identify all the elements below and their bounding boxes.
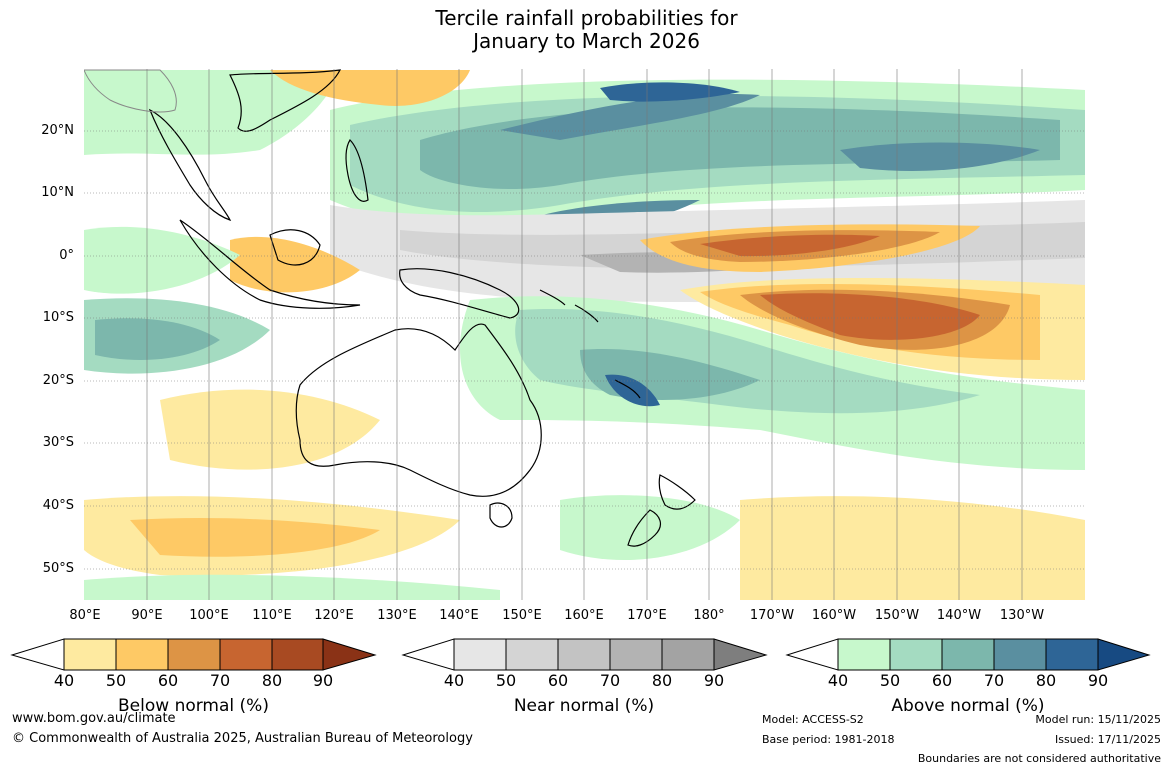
lon-label: 100°E xyxy=(189,608,229,623)
probability-field xyxy=(84,69,1085,600)
tick-label: 50 xyxy=(105,671,127,690)
issued-text: Issued: 17/11/2025 xyxy=(1054,733,1161,746)
above-normal-title: Above normal (%) xyxy=(891,696,1045,716)
lon-label: 130°W xyxy=(999,608,1045,623)
tick-label: 90 xyxy=(1087,671,1109,690)
chart-title-line2: January to March 2026 xyxy=(473,29,700,53)
tick-label: 90 xyxy=(703,671,725,690)
lat-label: 20°S xyxy=(42,373,74,388)
tick-label: 60 xyxy=(157,671,179,690)
colorbar-below-normal xyxy=(10,638,377,671)
lon-label: 110°E xyxy=(252,608,292,623)
tick-label: 70 xyxy=(599,671,621,690)
lon-label: 90°E xyxy=(131,608,163,623)
model-run-text: Model run: 15/11/2025 xyxy=(1035,713,1161,726)
copyright-text: © Commonwealth of Australia 2025, Austra… xyxy=(12,731,473,746)
tick-label: 40 xyxy=(443,671,465,690)
colorbar-near-normal xyxy=(401,638,768,671)
lat-label: 20°N xyxy=(41,123,74,138)
lat-label: 40°S xyxy=(42,498,74,513)
lat-label: 0° xyxy=(59,248,74,263)
lon-label: 170°W xyxy=(749,608,795,623)
tick-label: 60 xyxy=(931,671,953,690)
tick-label: 80 xyxy=(1035,671,1057,690)
base-period-text: Base period: 1981-2018 xyxy=(762,733,895,746)
model-text: Model: ACCESS-S2 xyxy=(762,713,864,726)
chart-title-line1: Tercile rainfall probabilities for xyxy=(435,6,738,30)
near-normal-title: Near normal (%) xyxy=(513,696,655,716)
tick-label: 80 xyxy=(651,671,673,690)
below-normal-title: Below normal (%) xyxy=(118,696,269,716)
tick-label: 50 xyxy=(879,671,901,690)
tick-label: 80 xyxy=(261,671,283,690)
lon-label: 170°E xyxy=(627,608,667,623)
lat-label: 10°N xyxy=(41,185,74,200)
lat-label: 50°S xyxy=(42,561,74,576)
lon-label: 80°E xyxy=(69,608,101,623)
lon-label: 160°E xyxy=(564,608,604,623)
disclaimer-text: Boundaries are not considered authoritat… xyxy=(917,752,1161,765)
lon-label: 150°W xyxy=(874,608,920,623)
colorbar-above-normal xyxy=(785,638,1151,671)
tick-label: 70 xyxy=(209,671,231,690)
tick-label: 60 xyxy=(547,671,569,690)
lat-label: 10°S xyxy=(42,310,74,325)
lon-label: 140°W xyxy=(936,608,982,623)
lon-label: 120°E xyxy=(314,608,354,623)
lon-label: 130°E xyxy=(377,608,417,623)
lon-label: 150°E xyxy=(502,608,542,623)
lat-label: 30°S xyxy=(42,435,74,450)
tick-label: 40 xyxy=(53,671,75,690)
lon-label: 160°W xyxy=(811,608,857,623)
tick-label: 40 xyxy=(827,671,849,690)
tick-label: 70 xyxy=(983,671,1005,690)
tick-label: 90 xyxy=(312,671,334,690)
lon-label: 140°E xyxy=(439,608,479,623)
website-link[interactable]: www.bom.gov.au/climate xyxy=(12,711,176,726)
lon-label: 180° xyxy=(693,608,725,623)
tick-label: 50 xyxy=(495,671,517,690)
